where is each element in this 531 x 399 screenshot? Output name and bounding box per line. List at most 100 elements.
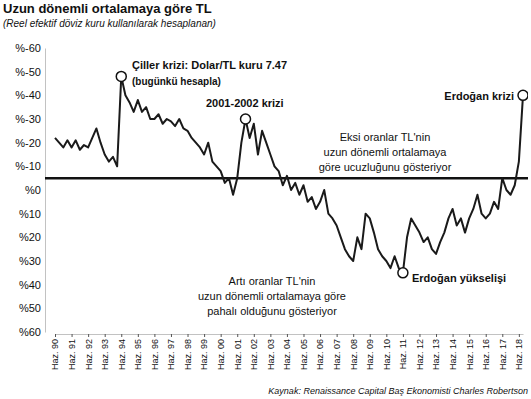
- y-tick: %-60: [15, 42, 45, 54]
- x-tick-label: Haz. 09: [365, 339, 375, 370]
- highlight-point: [116, 71, 126, 81]
- annotation: Eksi oranlar TL'nin uzun dönemli ortalama…: [313, 127, 458, 177]
- x-tick: Haz. 95: [133, 334, 143, 370]
- y-tick-label: %20: [19, 231, 41, 243]
- x-tick: Haz. 91: [67, 334, 77, 370]
- x-tick-mark: [105, 334, 106, 337]
- x-tick-label: Haz. 90: [50, 339, 60, 370]
- subtitle: (Reel efektif döviz kuru kullanılarak he…: [3, 18, 216, 29]
- y-tick: %0: [25, 184, 45, 196]
- x-tick-mark: [436, 334, 437, 337]
- y-tick: %-30: [15, 113, 45, 125]
- x-tick: Haz. 05: [299, 334, 309, 370]
- background: [0, 0, 531, 399]
- x-tick-label: Haz. 04: [282, 339, 292, 370]
- x-tick-mark: [88, 334, 89, 337]
- annotations: Çiller krizi: Dolar/TL kuru 7.47(bugünkü…: [132, 59, 514, 321]
- x-tick: Haz. 07: [332, 334, 342, 370]
- y-tick-label: %-60: [15, 42, 41, 54]
- x-tick: Haz. 98: [183, 334, 193, 370]
- y-tick-label: %0: [25, 184, 41, 196]
- x-tick: Haz. 04: [282, 334, 292, 370]
- x-tick: Haz. 14: [448, 334, 458, 370]
- highlight-point: [398, 268, 408, 278]
- annotation-text: pahalı olduğunu gösteriyor: [207, 305, 337, 317]
- y-tick: %40: [19, 279, 45, 291]
- y-tick: %-20: [15, 137, 45, 149]
- x-tick-label: Haz. 01: [233, 339, 243, 370]
- x-tick-label: Haz. 07: [332, 339, 342, 370]
- x-tick-mark: [154, 334, 155, 337]
- annotation-text: (bugünkü hesapla): [132, 76, 221, 87]
- x-tick-label: Haz. 93: [100, 339, 110, 370]
- x-tick: Haz. 18: [514, 334, 524, 370]
- x-tick-label: Haz. 14: [448, 339, 458, 370]
- x-tick: Haz. 93: [100, 334, 110, 370]
- x-tick: Haz. 06: [315, 334, 325, 370]
- x-tick-label: Haz. 00: [216, 339, 226, 370]
- y-tick: %20: [19, 231, 45, 243]
- x-tick-mark: [138, 334, 139, 337]
- x-tick-label: Haz. 12: [415, 339, 425, 370]
- x-tick-mark: [320, 334, 321, 337]
- x-tick-mark: [204, 334, 205, 337]
- x-tick-label: Haz. 15: [465, 339, 475, 370]
- x-tick-mark: [221, 334, 222, 337]
- y-tick: %10: [19, 208, 45, 220]
- x-tick-label: Haz. 99: [199, 339, 209, 370]
- annotation-text: Eksi oranlar TL'nin: [340, 131, 431, 143]
- x-tick-mark: [453, 334, 454, 337]
- x-tick-label: Haz. 03: [266, 339, 276, 370]
- y-tick-label: %-20: [15, 137, 41, 149]
- y-tick: %-40: [15, 89, 45, 101]
- annotation-text: göre ucuzluğunu gösteriyor: [319, 161, 452, 173]
- y-axis-line: [45, 49, 46, 333]
- x-tick-label: Haz. 06: [315, 339, 325, 370]
- y-tick: %30: [19, 255, 45, 267]
- x-tick: Haz. 97: [166, 334, 176, 370]
- x-tick-label: Haz. 97: [166, 339, 176, 370]
- x-tick: Haz. 96: [150, 334, 160, 370]
- x-tick: Haz. 17: [498, 334, 508, 370]
- y-tick-label: %-40: [15, 89, 41, 101]
- y-tick: %50: [19, 302, 45, 314]
- x-tick-mark: [419, 334, 420, 337]
- x-tick-mark: [254, 334, 255, 337]
- x-tick-label: Haz. 02: [249, 339, 259, 370]
- annotation-text: Artı oranlar TL'nin: [229, 275, 316, 287]
- annotation-text: Erdoğan krizi: [444, 90, 514, 102]
- x-tick-label: Haz. 17: [498, 339, 508, 370]
- annotation: Artı oranlar TL'nin uzun dönemli ortalama…: [192, 271, 352, 321]
- x-tick-mark: [353, 334, 354, 337]
- y-tick-label: %50: [19, 302, 41, 314]
- annotation-box: [192, 271, 352, 321]
- x-tick: Haz. 02: [249, 334, 259, 370]
- source: Kaynak: Renaissance Capital Baş Ekonomis…: [268, 386, 528, 396]
- annotation-text: 2001-2002 krizi: [206, 97, 284, 109]
- annotation-text: uzun dönemli ortalamaya: [324, 146, 448, 158]
- x-tick-mark: [270, 334, 271, 337]
- x-tick: Haz. 94: [117, 334, 127, 370]
- annotation-text: uzun dönemli ortalamaya göre: [198, 290, 346, 302]
- x-tick-label: Haz. 94: [117, 339, 127, 370]
- x-tick-mark: [287, 334, 288, 337]
- annotation: Erdoğan krizi: [444, 90, 514, 102]
- y-tick-label: %60: [19, 326, 41, 338]
- x-tick-label: Haz. 13: [431, 339, 441, 370]
- chart-svg: Uzun dönemli ortalamaya göre TL(Reel efe…: [0, 0, 531, 399]
- x-tick-mark: [337, 334, 338, 337]
- x-tick-mark: [188, 334, 189, 337]
- x-tick-label: Haz. 16: [481, 339, 491, 370]
- x-tick-mark: [386, 334, 387, 337]
- x-tick-mark: [403, 334, 404, 337]
- x-tick-label: Haz. 11: [398, 339, 408, 369]
- x-tick: Haz. 00: [216, 334, 226, 370]
- annotation: 2001-2002 krizi: [206, 97, 284, 109]
- x-tick-mark: [121, 334, 122, 337]
- y-tick: %60: [19, 326, 45, 338]
- y-tick-label: %-50: [15, 66, 41, 78]
- x-tick: Haz. 13: [431, 334, 441, 370]
- annotation: Erdoğan yükselişi: [412, 272, 506, 284]
- chart-container: Uzun dönemli ortalamaya göre TL(Reel efe…: [0, 0, 531, 399]
- x-tick-label: Haz. 05: [299, 339, 309, 370]
